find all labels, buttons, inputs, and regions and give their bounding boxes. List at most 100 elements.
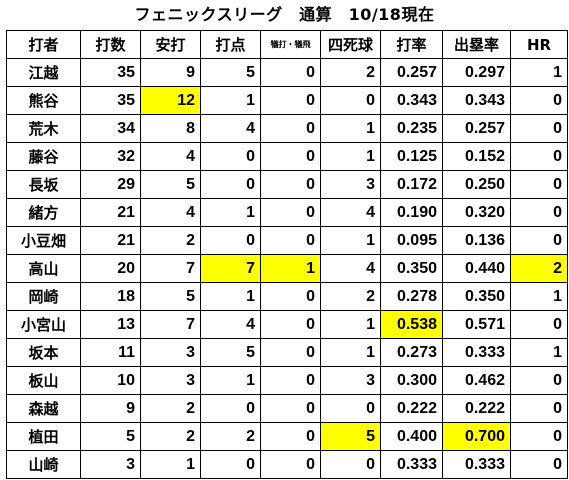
table-row: 岡崎 18 5 1 0 2 0.278 0.350 1 [6,282,568,311]
cell-at-bats: 35 [80,58,141,87]
cell-hits: 1 [140,450,201,479]
cell-sacrifice: 0 [260,282,321,311]
cell-rbi: 5 [200,338,261,367]
cell-batting-average: 0.400 [380,422,443,451]
table-row: 小宮山 13 7 4 0 1 0.538 0.571 0 [6,310,568,339]
cell-hits: 7 [140,254,201,283]
cell-at-bats: 20 [80,254,141,283]
table-row: 坂本 11 3 5 0 1 0.273 0.333 1 [6,338,568,367]
cell-batter-name: 長坂 [6,170,81,199]
cell-on-base-pct: 0.571 [442,310,511,339]
cell-on-base-pct: 0.257 [442,114,511,143]
cell-at-bats: 18 [80,282,141,311]
cell-home-runs: 0 [510,366,568,395]
cell-walks-hbp: 4 [320,254,381,283]
cell-walks-hbp: 1 [320,310,381,339]
cell-home-runs: 2 [510,254,568,283]
cell-hits: 8 [140,114,201,143]
cell-sacrifice: 0 [260,394,321,423]
cell-sacrifice: 0 [260,422,321,451]
cell-walks-hbp: 3 [320,170,381,199]
cell-on-base-pct: 0.350 [442,282,511,311]
cell-rbi: 0 [200,226,261,255]
cell-rbi: 1 [200,282,261,311]
cell-batter-name: 熊谷 [6,86,81,115]
cell-batting-average: 0.343 [380,86,443,115]
table-row: 長坂 29 5 0 0 3 0.172 0.250 0 [6,170,568,199]
table-row: 板山 10 3 1 0 3 0.300 0.462 0 [6,366,568,395]
table-row: 緒方 21 4 1 0 4 0.190 0.320 0 [6,198,568,227]
cell-walks-hbp: 1 [320,142,381,171]
cell-at-bats: 3 [80,450,141,479]
cell-at-bats: 11 [80,338,141,367]
cell-hits: 4 [140,142,201,171]
cell-at-bats: 35 [80,86,141,115]
cell-hits: 2 [140,226,201,255]
cell-sacrifice: 0 [260,226,321,255]
cell-at-bats: 34 [80,114,141,143]
cell-rbi: 4 [200,114,261,143]
cell-on-base-pct: 0.333 [442,450,511,479]
table-row: 高山 20 7 7 1 4 0.350 0.440 2 [6,254,568,283]
cell-sacrifice: 0 [260,86,321,115]
cell-walks-hbp: 0 [320,86,381,115]
cell-hits: 2 [140,422,201,451]
cell-walks-hbp: 1 [320,338,381,367]
cell-at-bats: 13 [80,310,141,339]
cell-home-runs: 0 [510,170,568,199]
cell-home-runs: 0 [510,394,568,423]
cell-home-runs: 0 [510,422,568,451]
cell-at-bats: 32 [80,142,141,171]
cell-batting-average: 0.095 [380,226,443,255]
cell-batter-name: 山崎 [6,450,81,479]
table-row: 小豆畑 21 2 0 0 1 0.095 0.136 0 [6,226,568,255]
cell-sacrifice: 0 [260,338,321,367]
cell-sacrifice: 0 [260,114,321,143]
cell-batter-name: 植田 [6,422,81,451]
cell-batter-name: 小豆畑 [6,226,81,255]
cell-sacrifice: 0 [260,58,321,87]
cell-on-base-pct: 0.320 [442,198,511,227]
cell-batter-name: 高山 [6,254,81,283]
cell-walks-hbp: 2 [320,58,381,87]
cell-batter-name: 緒方 [6,198,81,227]
cell-on-base-pct: 0.136 [442,226,511,255]
cell-batting-average: 0.222 [380,394,443,423]
cell-walks-hbp: 1 [320,226,381,255]
cell-on-base-pct: 0.440 [442,254,511,283]
cell-home-runs: 0 [510,450,568,479]
cell-hits: 5 [140,282,201,311]
batting-stats-table: 打者 打数 安打 打点 犠打・犠飛 四死球 打率 出塁率 HR 江越 35 9 5 0 2… [6,30,568,479]
cell-batting-average: 0.350 [380,254,443,283]
cell-batting-average: 0.172 [380,170,443,199]
cell-at-bats: 21 [80,226,141,255]
cell-hits: 3 [140,338,201,367]
cell-at-bats: 9 [80,394,141,423]
cell-hits: 2 [140,394,201,423]
header-row: 打者 打数 安打 打点 犠打・犠飛 四死球 打率 出塁率 HR [6,30,568,59]
cell-batting-average: 0.257 [380,58,443,87]
cell-batting-average: 0.300 [380,366,443,395]
cell-hits: 3 [140,366,201,395]
cell-walks-hbp: 0 [320,450,381,479]
cell-rbi: 0 [200,142,261,171]
cell-sacrifice: 0 [260,198,321,227]
cell-at-bats: 5 [80,422,141,451]
cell-walks-hbp: 3 [320,366,381,395]
cell-at-bats: 10 [80,366,141,395]
cell-sacrifice: 1 [260,254,321,283]
cell-batting-average: 0.125 [380,142,443,171]
cell-batter-name: 板山 [6,366,81,395]
cell-rbi: 1 [200,366,261,395]
cell-hits: 5 [140,170,201,199]
cell-home-runs: 1 [510,338,568,367]
cell-home-runs: 0 [510,310,568,339]
cell-on-base-pct: 0.250 [442,170,511,199]
header-batting-average: 打率 [380,30,443,59]
cell-batting-average: 0.538 [380,310,443,339]
sheet-title: フェニックスリーグ 通算 10/18現在 [134,5,435,24]
cell-sacrifice: 0 [260,142,321,171]
cell-rbi: 1 [200,198,261,227]
cell-on-base-pct: 0.333 [442,338,511,367]
